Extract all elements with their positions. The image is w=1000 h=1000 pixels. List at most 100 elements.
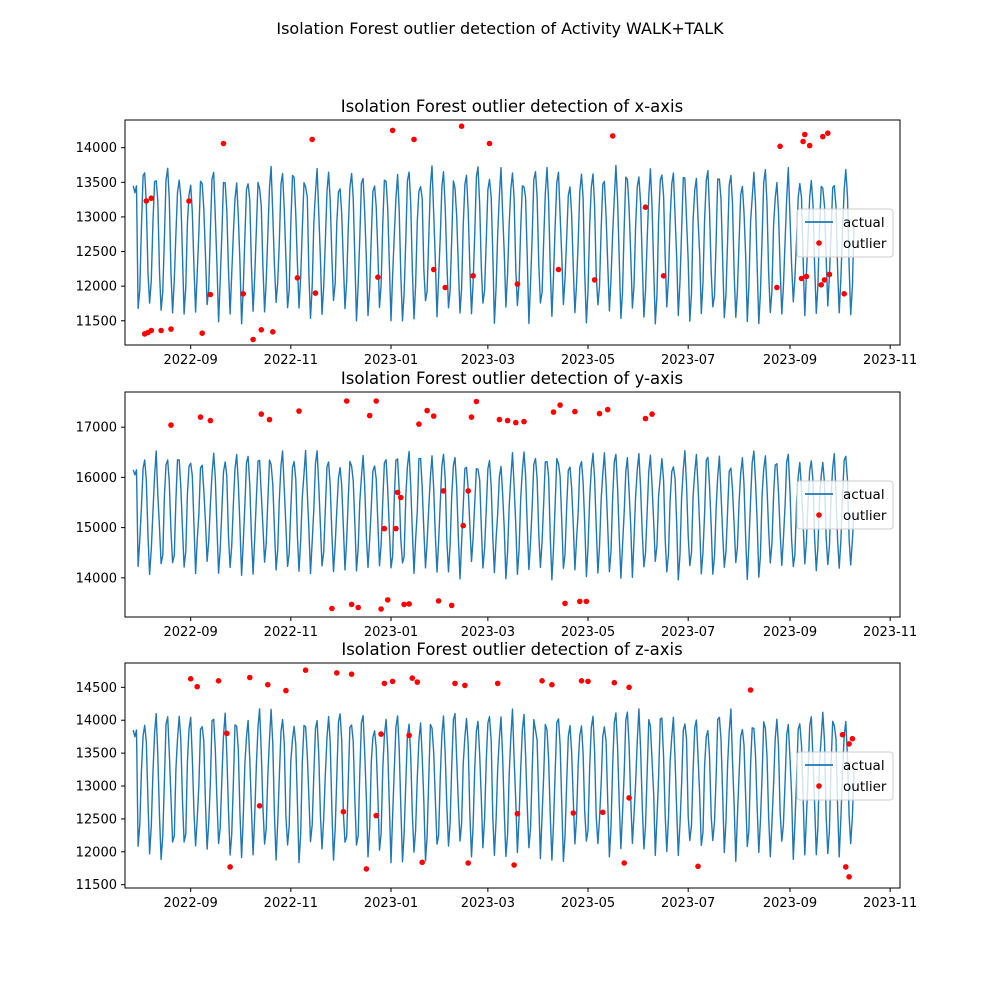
outlier-point [227, 864, 233, 870]
outlier-point [355, 604, 362, 611]
outlier-point [600, 809, 606, 816]
x-tick-label: 2023-05 [561, 896, 615, 911]
x-tick-label: 2023-09 [763, 896, 817, 911]
outlier-point [572, 408, 578, 415]
ticks-z-axis: 2022-09 2022-11 2023-01 2023-03 2023-05 2023-… [76, 681, 918, 911]
y-tick-label: 12500 [76, 245, 117, 260]
x-tick-label: 2022-09 [164, 625, 218, 640]
legend-outlier-label: outlier [843, 508, 887, 524]
outlier-point [849, 735, 856, 742]
outlier-point [504, 417, 511, 424]
outlier-point [207, 291, 214, 298]
outlier-point [747, 687, 754, 693]
ticks-y-axis: 2022-09 2022-11 2023-01 2023-03 2023-05 2023-… [76, 421, 918, 640]
legend-box [796, 751, 894, 801]
outlier-point [649, 411, 655, 417]
outlier-point [389, 127, 396, 134]
outlier-point [626, 684, 632, 691]
outlier-point [596, 410, 603, 417]
x-tick-label: 2023-07 [661, 625, 715, 640]
outlier-point [398, 494, 404, 501]
outlier-point [549, 681, 555, 688]
outlier-point [194, 683, 200, 690]
legend-y-axis: actual outlier [796, 480, 894, 530]
subplot-title-y-axis: Isolation Forest outlier detection of y-… [341, 369, 683, 388]
outlier-point [570, 810, 577, 816]
outlier-point [803, 273, 810, 280]
actual-series-line-x-axis [132, 164, 855, 325]
x-tick-label: 2023-05 [561, 625, 615, 640]
outlier-point [800, 138, 806, 145]
outlier-point [186, 198, 192, 204]
outlier-point [224, 730, 230, 737]
outlier-point [366, 412, 373, 419]
outlier-point [513, 419, 519, 426]
x-tick-label: 2023-07 [661, 896, 715, 911]
outlier-point [611, 679, 618, 686]
outlier-point [440, 488, 447, 494]
x-tick-label: 2023-03 [461, 625, 515, 640]
x-tick-label: 2023-09 [763, 353, 817, 368]
outlier-point [148, 327, 155, 334]
outlier-point [465, 860, 472, 866]
outlier-point [258, 411, 265, 417]
outlier-point [826, 271, 833, 278]
outlier-point [406, 601, 412, 607]
outlier-point [424, 407, 430, 414]
x-tick-label: 2023-01 [364, 896, 418, 911]
outlier-point [296, 408, 302, 414]
outlier-point [247, 674, 253, 681]
outlier-point [340, 808, 347, 815]
outlier-point [187, 676, 194, 682]
outlier-point [294, 275, 301, 281]
outlier-point [373, 398, 380, 404]
outlier-point [381, 525, 388, 532]
outlier-point [818, 282, 824, 288]
legend-actual-label: actual [843, 215, 885, 231]
subplot-title-z-axis: Isolation Forest outlier detection of z-… [341, 640, 682, 659]
y-tick-label: 12000 [76, 280, 117, 295]
outlier-point [378, 606, 384, 612]
outlier-point [626, 795, 632, 801]
outlier-point [302, 667, 309, 673]
outlier-point [158, 327, 164, 334]
x-tick-label: 2023-11 [863, 625, 917, 640]
outlier-point [197, 414, 204, 420]
outlier-point [496, 416, 503, 423]
outlier-point [266, 416, 273, 423]
legend-outlier-swatch [816, 512, 822, 518]
outlier-point [806, 142, 813, 149]
outlier-point [695, 863, 701, 870]
y-tick-label: 16000 [76, 471, 117, 486]
outlier-point [798, 275, 805, 282]
x-tick-label: 2022-11 [264, 353, 318, 368]
outlier-point [256, 803, 263, 809]
x-tick-label: 2023-01 [364, 353, 418, 368]
x-tick-label: 2023-05 [561, 353, 615, 368]
outlier-point [473, 398, 480, 405]
outlier-point [409, 675, 416, 681]
outlier-point [265, 681, 271, 688]
outlier-point [381, 680, 388, 687]
outlier-point [550, 409, 557, 415]
outlier-point [514, 810, 521, 817]
outlier-point [843, 864, 849, 870]
outlier-point [220, 140, 227, 147]
legend-outlier-label: outlier [843, 779, 887, 795]
x-tick-label: 2023-07 [661, 353, 715, 368]
outlier-point [329, 605, 335, 612]
y-tick-label: 11500 [76, 314, 117, 329]
outlier-point [348, 601, 355, 608]
x-tick-label: 2023-03 [461, 353, 515, 368]
subplot-title-x-axis: Isolation Forest outlier detection of x-… [341, 97, 683, 116]
outlier-point [168, 422, 174, 428]
outlier-point [511, 862, 517, 868]
outlier-point [609, 133, 616, 139]
y-tick-label: 15000 [76, 521, 117, 536]
subplot-y-axis: 2022-09 2022-11 2023-01 2023-03 2023-05 2023-… [76, 369, 918, 640]
legend-box [796, 208, 894, 258]
x-tick-label: 2023-11 [863, 896, 917, 911]
outlier-point [240, 291, 246, 297]
legend-actual-label: actual [843, 758, 885, 774]
actual-series-line-z-axis [132, 708, 855, 864]
